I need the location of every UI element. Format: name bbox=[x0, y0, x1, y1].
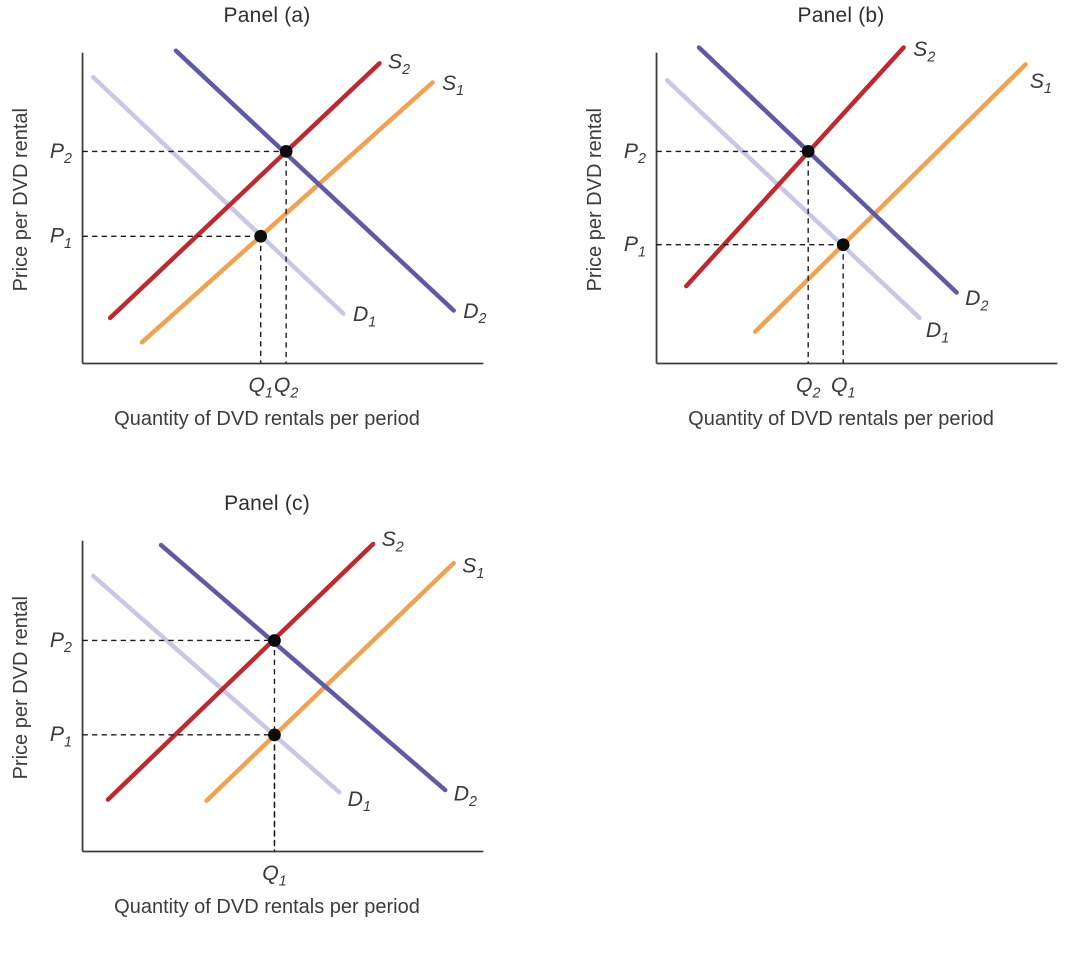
panel-c-plot: D1 S1 D2 S2 P2 P1 Q1 bbox=[50, 528, 484, 889]
panel-c-x-axis-label: Quantity of DVD rentals per period bbox=[114, 896, 420, 918]
panel-b-ylabel-column: Price per DVD rental bbox=[578, 40, 612, 406]
curve-label-s1: S1 bbox=[462, 555, 484, 582]
quantity-axis-label: Q1 bbox=[248, 374, 272, 401]
panel-b: Panel (b) Price per DVD rental D1 S1 D2 S2 P… bbox=[578, 2, 1070, 431]
panel-b-plot: D1 S1 D2 S2 P2 Q2 P1 Q1 bbox=[624, 40, 1058, 401]
price-axis-label: P2 bbox=[50, 140, 72, 167]
curve-d1 bbox=[664, 78, 922, 321]
price-axis-label: P1 bbox=[624, 233, 646, 260]
equilibrium-point bbox=[836, 238, 850, 252]
price-axis-label: P2 bbox=[624, 140, 646, 167]
panel-b-y-axis-label: Price per DVD rental bbox=[583, 108, 606, 292]
panel-a-x-axis-label: Quantity of DVD rentals per period bbox=[114, 408, 420, 430]
curve-s1 bbox=[139, 80, 435, 345]
curve-label-s1: S1 bbox=[442, 72, 464, 99]
panel-a-plot: D1 S1 D2 S2 P2 Q2 P1 Q1 bbox=[50, 48, 487, 401]
curve-label-s2: S2 bbox=[913, 40, 935, 65]
panel-a-body: Price per DVD rental D1 S1 D2 S2 P2 Q2 P1 Q1 bbox=[4, 40, 496, 406]
curve-label-d2: D2 bbox=[454, 783, 477, 810]
quantity-axis-label: Q2 bbox=[796, 374, 820, 401]
curve-label-s2: S2 bbox=[382, 528, 404, 555]
panel-b-title: Panel (b) bbox=[797, 4, 885, 27]
curve-label-d1: D1 bbox=[353, 303, 376, 330]
equilibrium-point bbox=[268, 634, 281, 647]
panel-c-ylabel-column: Price per DVD rental bbox=[4, 528, 38, 894]
curve-d2 bbox=[158, 542, 448, 793]
equilibrium-point bbox=[268, 728, 281, 742]
curve-label-s2: S2 bbox=[388, 51, 410, 78]
quantity-axis-label: Q1 bbox=[831, 374, 855, 401]
curve-s1 bbox=[204, 560, 456, 803]
curve-s1 bbox=[752, 62, 1028, 334]
curve-d1 bbox=[90, 74, 346, 316]
curve-label-s1: S1 bbox=[1030, 70, 1052, 97]
equilibrium-point bbox=[279, 145, 293, 158]
panel-a-ylabel-column: Price per DVD rental bbox=[4, 40, 38, 406]
panel-b-x-axis-label: Quantity of DVD rentals per period bbox=[688, 408, 994, 430]
quantity-axis-label: Q2 bbox=[274, 374, 298, 401]
curve-s2 bbox=[105, 541, 376, 802]
curve-d1 bbox=[90, 573, 342, 795]
curve-s2 bbox=[684, 45, 906, 289]
curve-s2 bbox=[107, 61, 382, 321]
price-axis-label: P1 bbox=[50, 225, 72, 252]
quantity-axis-label: Q1 bbox=[262, 862, 286, 889]
curve-label-d2: D2 bbox=[965, 287, 988, 314]
equilibrium-point bbox=[254, 229, 268, 243]
panel-c: Panel (c) Price per DVD rental D1 S1 D2 S2 P… bbox=[4, 490, 496, 919]
panel-a-title: Panel (a) bbox=[223, 4, 311, 27]
panel-a: Panel (a) Price per DVD rental D1 S1 D2 S2 P… bbox=[4, 2, 496, 431]
price-axis-label: P2 bbox=[50, 629, 72, 656]
panel-a-y-axis-label: Price per DVD rental bbox=[9, 108, 32, 292]
price-axis-label: P1 bbox=[50, 723, 72, 750]
curve-label-d2: D2 bbox=[463, 300, 486, 327]
equilibrium-point bbox=[801, 145, 815, 158]
curve-d2 bbox=[173, 48, 456, 313]
panel-c-title: Panel (c) bbox=[224, 492, 310, 515]
curve-d2 bbox=[696, 45, 959, 295]
curve-label-d1: D1 bbox=[348, 788, 371, 815]
panel-c-body: Price per DVD rental D1 S1 D2 S2 P2 P1 Q1 bbox=[4, 528, 496, 894]
panel-c-y-axis-label: Price per DVD rental bbox=[9, 596, 32, 780]
panel-b-body: Price per DVD rental D1 S1 D2 S2 P2 Q2 P1 Q1 bbox=[578, 40, 1070, 406]
curve-label-d1: D1 bbox=[926, 319, 949, 346]
